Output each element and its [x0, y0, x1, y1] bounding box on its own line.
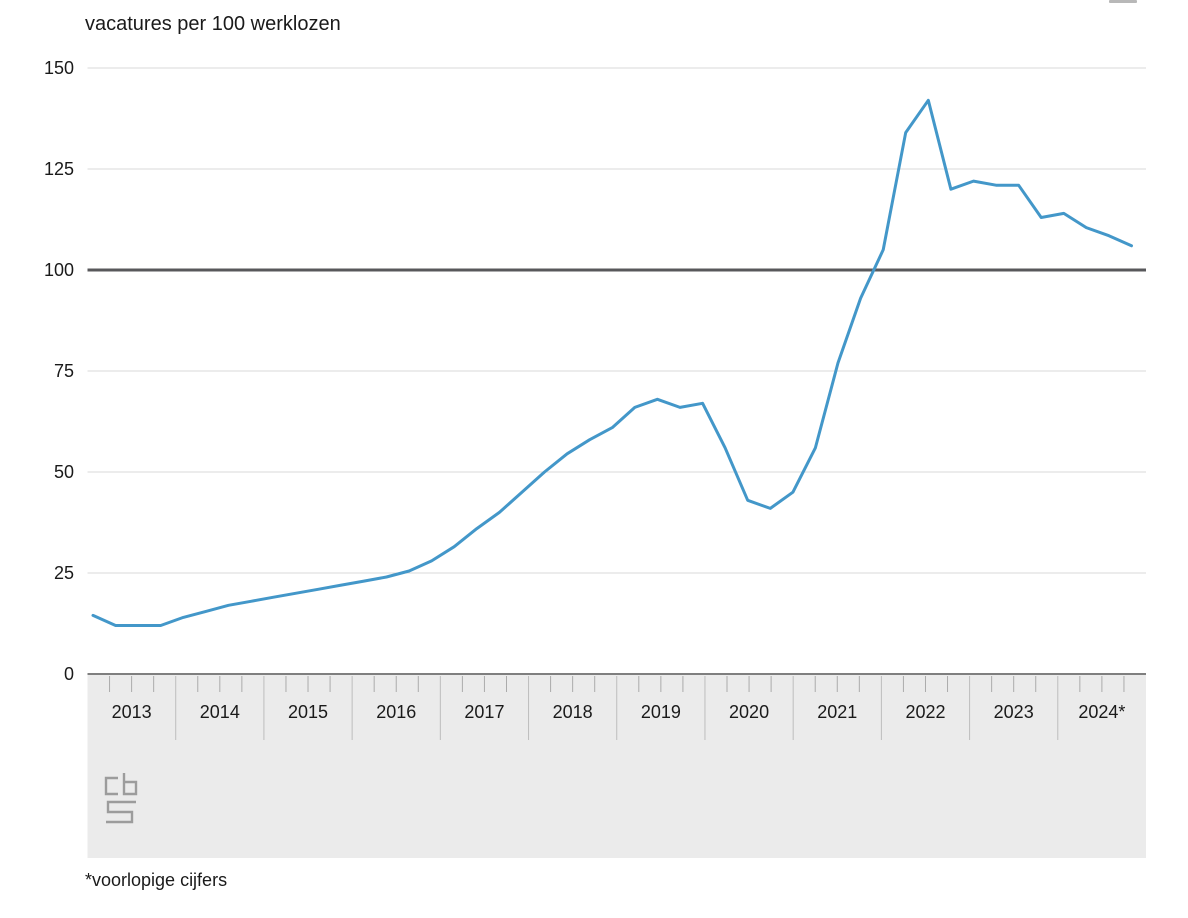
y-axis-label: 100	[44, 260, 74, 280]
hamburger-menu-icon[interactable]	[1109, 0, 1137, 3]
footnote: *voorlopige cijfers	[85, 870, 228, 890]
y-axis-label: 75	[54, 361, 74, 381]
x-axis-year-label: 2023	[994, 702, 1034, 722]
y-axis-label: 150	[44, 58, 74, 78]
x-axis-year-label: 2015	[288, 702, 328, 722]
x-axis-year-label: 2018	[553, 702, 593, 722]
y-axis-label: 0	[64, 664, 74, 684]
x-axis-year-label: 2022	[905, 702, 945, 722]
cbs-logo-c	[104, 776, 118, 796]
x-axis-year-label: 2014	[200, 702, 240, 722]
x-axis-year-label: 2024*	[1078, 702, 1125, 722]
y-axis-label: 50	[54, 462, 74, 482]
chart-title: vacatures per 100 werklozen	[85, 13, 341, 35]
x-axis-year-label: 2013	[112, 702, 152, 722]
x-axis-year-label: 2016	[376, 702, 416, 722]
cbs-logo-b	[122, 773, 138, 796]
x-axis-year-label: 2017	[464, 702, 504, 722]
x-axis-year-label: 2020	[729, 702, 769, 722]
cbs-logo	[104, 773, 138, 824]
x-axis-year-label: 2019	[641, 702, 681, 722]
y-axis-label: 25	[54, 563, 74, 583]
x-axis-year-label: 2021	[817, 702, 857, 722]
y-axis-label: 125	[44, 159, 74, 179]
data-series-line[interactable]	[91, 98, 1133, 627]
cbs-logo-s	[106, 800, 136, 824]
